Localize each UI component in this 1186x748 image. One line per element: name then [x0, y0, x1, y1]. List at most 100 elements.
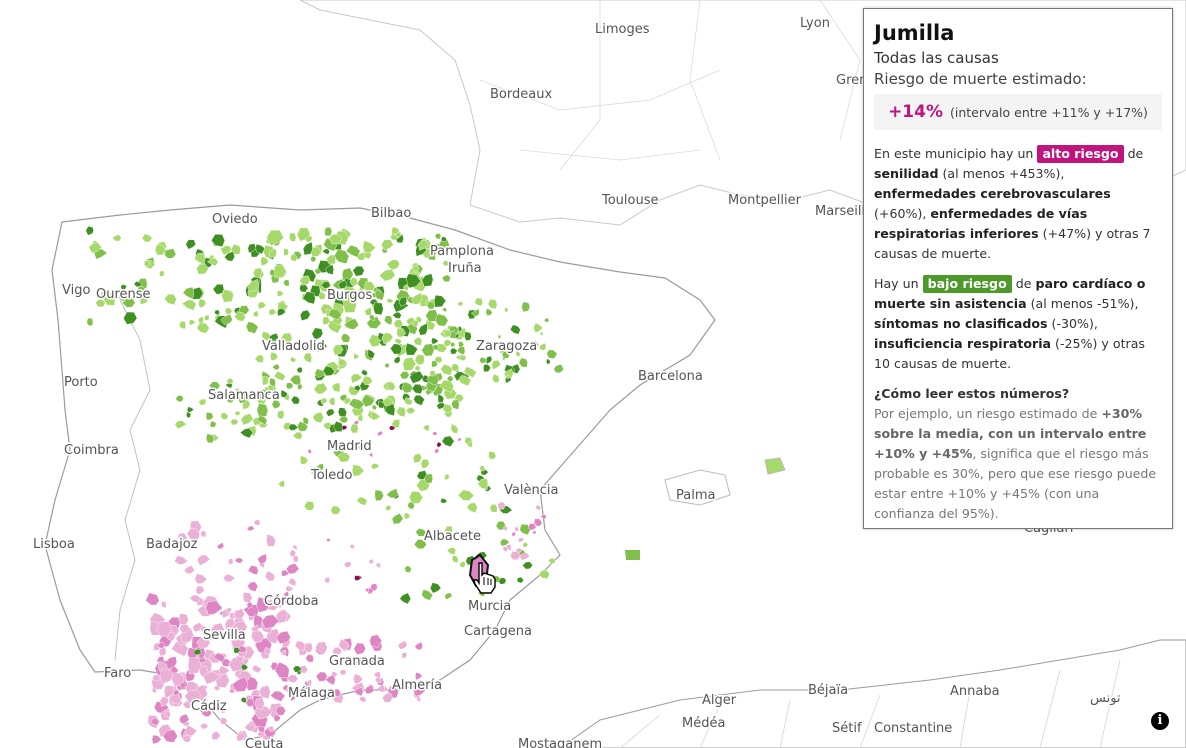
municipality-shape[interactable]	[262, 375, 269, 386]
municipality-shape[interactable]	[144, 260, 151, 267]
municipality-shape[interactable]	[353, 384, 361, 392]
municipality-shape[interactable]	[415, 528, 427, 537]
municipality-shape[interactable]	[256, 403, 269, 418]
municipality-shape[interactable]	[328, 308, 342, 320]
municipality-shape[interactable]	[442, 403, 453, 413]
municipality-shape[interactable]	[434, 448, 440, 454]
municipality-shape[interactable]	[514, 526, 520, 532]
municipality-shape[interactable]	[350, 373, 363, 384]
municipality-shape[interactable]	[415, 672, 423, 681]
municipality-shape[interactable]	[182, 735, 191, 743]
municipality-shape[interactable]	[269, 351, 279, 362]
municipality-shape[interactable]	[292, 544, 298, 551]
municipality-shape[interactable]	[198, 298, 207, 309]
municipality-shape[interactable]	[183, 565, 195, 574]
municipality-shape[interactable]	[266, 229, 284, 247]
municipality-shape[interactable]	[399, 370, 410, 380]
municipality-shape[interactable]	[228, 558, 234, 565]
municipality-shape[interactable]	[546, 349, 558, 359]
municipality-shape[interactable]	[230, 418, 239, 426]
municipality-shape[interactable]	[446, 547, 457, 555]
municipality-shape[interactable]	[233, 647, 241, 654]
municipality-shape[interactable]	[278, 480, 285, 488]
municipality-shape[interactable]	[151, 734, 162, 745]
municipality-shape[interactable]	[205, 433, 215, 444]
municipality-shape[interactable]	[198, 398, 207, 406]
municipality-shape[interactable]	[331, 688, 341, 698]
municipality-shape[interactable]	[187, 657, 202, 674]
municipality-shape[interactable]	[220, 705, 228, 714]
municipality-shape[interactable]	[339, 669, 347, 676]
municipality-shape[interactable]	[315, 641, 328, 654]
municipality-shape[interactable]	[151, 674, 161, 682]
municipality-shape[interactable]	[457, 437, 462, 442]
municipality-shape[interactable]	[407, 501, 415, 510]
municipality-shape[interactable]	[288, 423, 299, 431]
municipality-shape[interactable]	[303, 501, 315, 511]
municipality-shape[interactable]	[311, 327, 324, 341]
municipality-shape[interactable]	[211, 731, 221, 741]
municipality-shape[interactable]	[379, 269, 396, 282]
municipality-shape[interactable]	[370, 583, 378, 592]
municipality-shape[interactable]	[294, 640, 306, 652]
municipality-shape[interactable]	[302, 241, 313, 256]
municipality-shape[interactable]	[234, 311, 246, 322]
municipality-shape[interactable]	[367, 349, 376, 359]
municipality-shape[interactable]	[402, 356, 417, 371]
municipality-shape[interactable]	[362, 240, 376, 254]
municipality-shape[interactable]	[252, 310, 259, 318]
municipality-shape[interactable]	[404, 565, 412, 573]
municipality-shape[interactable]	[196, 263, 209, 275]
municipality-shape[interactable]	[343, 397, 352, 405]
municipality-shape[interactable]	[239, 427, 254, 439]
municipality-shape[interactable]	[353, 419, 360, 426]
municipality-shape[interactable]	[156, 621, 172, 637]
municipality-shape[interactable]	[154, 244, 166, 256]
municipality-shape[interactable]	[543, 318, 550, 323]
municipality-shape[interactable]	[289, 549, 297, 557]
municipality-shape[interactable]	[440, 498, 448, 504]
municipality-shape[interactable]	[299, 309, 311, 321]
municipality-shape[interactable]	[380, 239, 394, 251]
municipality-shape[interactable]	[353, 687, 364, 697]
municipality-shape[interactable]	[412, 264, 420, 272]
municipality-shape[interactable]	[246, 278, 260, 293]
municipality-shape[interactable]	[374, 676, 383, 684]
municipality-shape[interactable]	[384, 403, 396, 417]
municipality-shape[interactable]	[86, 318, 94, 327]
municipality-shape[interactable]	[343, 318, 360, 330]
municipality-shape[interactable]	[325, 538, 331, 542]
municipality-shape[interactable]	[436, 441, 442, 448]
municipality-shape[interactable]	[200, 624, 209, 635]
municipality-shape[interactable]	[515, 350, 521, 357]
municipality-shape[interactable]	[228, 657, 246, 673]
municipality-shape[interactable]	[290, 395, 300, 405]
municipality-shape[interactable]	[188, 319, 196, 326]
municipality-shape[interactable]	[200, 530, 207, 538]
municipality-shape[interactable]	[179, 682, 187, 689]
municipality-shape[interactable]	[246, 601, 253, 609]
municipality-shape[interactable]	[222, 574, 236, 583]
municipality-shape[interactable]	[396, 327, 406, 338]
municipality-shape[interactable]	[174, 555, 189, 565]
municipality-shape[interactable]	[272, 363, 280, 371]
municipality-shape[interactable]	[403, 512, 411, 519]
municipality-shape[interactable]	[349, 543, 355, 549]
municipality-shape[interactable]	[285, 585, 294, 592]
municipality-shape[interactable]	[516, 576, 524, 584]
municipality-shape[interactable]	[236, 732, 246, 742]
municipality-shape[interactable]	[245, 698, 255, 707]
municipality-shape[interactable]	[185, 411, 192, 418]
municipality-shape[interactable]	[276, 290, 284, 297]
municipality-shape[interactable]	[393, 319, 404, 329]
municipality-shape[interactable]	[451, 554, 459, 564]
municipality-shape[interactable]	[276, 410, 285, 419]
municipality-shape[interactable]	[256, 731, 266, 738]
municipality-shape[interactable]	[248, 390, 257, 398]
municipality-shape[interactable]	[174, 420, 187, 430]
municipality-shape[interactable]	[164, 248, 177, 259]
municipality-shape[interactable]	[357, 414, 364, 422]
municipality-shape[interactable]	[325, 264, 334, 275]
municipality-shape[interactable]	[352, 656, 363, 666]
municipality-shape[interactable]	[280, 389, 288, 398]
